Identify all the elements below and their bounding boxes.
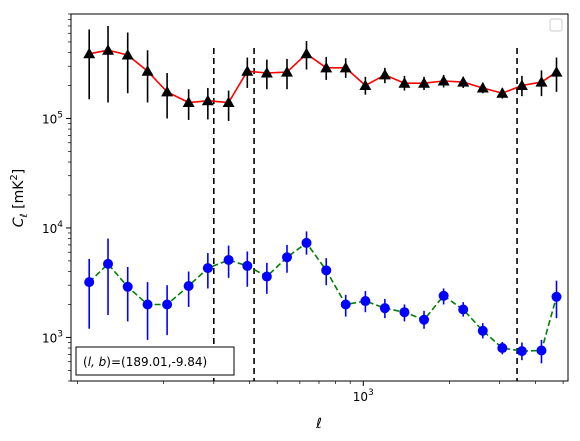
data-point-triangle [418, 77, 431, 88]
y-tick-label: 105 [42, 110, 63, 126]
data-point-triangle [260, 67, 273, 78]
axis-ticks [66, 13, 564, 386]
data-point-circle [84, 277, 95, 288]
data-point-triangle [398, 77, 411, 88]
data-point-triangle [476, 81, 489, 93]
data-point-triangle [457, 76, 470, 87]
y-tick-label: 103 [42, 329, 63, 345]
data-point-circle [379, 303, 390, 314]
data-point-circle [223, 254, 234, 265]
axis-tick-labels: 103 103 104 105 [42, 110, 374, 404]
data-point-triangle [201, 94, 214, 106]
data-point-triangle [222, 96, 235, 107]
data-series [83, 25, 563, 364]
data-point-circle [516, 346, 527, 357]
data-point-triangle [281, 66, 294, 77]
data-point-circle [242, 260, 253, 271]
series-line [89, 49, 557, 104]
data-point-triangle [515, 79, 528, 91]
data-point-circle [438, 290, 449, 301]
data-point-circle [301, 237, 312, 248]
data-point-circle [321, 265, 332, 276]
data-point-circle [536, 345, 547, 356]
annotation-text: (l, b)=(189.01,-9.84) [83, 355, 207, 369]
data-point-circle [458, 304, 469, 315]
data-point-circle [162, 299, 173, 310]
data-point-circle [340, 299, 351, 310]
data-point-circle [103, 258, 114, 269]
data-point-circle [202, 263, 213, 274]
legend-box [549, 18, 563, 32]
data-point-triangle [83, 47, 96, 59]
data-point-triangle [339, 61, 352, 73]
series-line [88, 241, 558, 352]
data-point-circle [419, 314, 430, 325]
data-point-triangle [300, 47, 313, 59]
data-point-circle [551, 291, 562, 302]
data-point-triangle [241, 65, 254, 76]
x-tick-label: 103 [353, 388, 374, 404]
data-point-circle [282, 252, 293, 263]
y-axis-label: Cℓ [mK2] [9, 169, 30, 228]
data-point-triangle [102, 44, 115, 55]
data-point-circle [497, 343, 508, 354]
data-point-triangle [121, 48, 134, 60]
data-point-circle [183, 280, 194, 291]
vertical-dashed-lines [212, 48, 518, 381]
data-point-circle [261, 271, 272, 282]
series-2 [84, 231, 562, 364]
data-point-triangle [320, 61, 333, 73]
data-point-circle [477, 325, 488, 336]
data-point-circle [142, 299, 153, 310]
data-point-circle [360, 296, 371, 307]
data-point-triangle [378, 68, 391, 80]
series-1 [83, 25, 563, 121]
data-point-triangle [161, 85, 174, 97]
data-point-circle [399, 307, 410, 318]
plot-frame [70, 13, 569, 382]
x-axis-label: ℓ [315, 416, 322, 432]
data-point-triangle [550, 66, 563, 77]
data-point-triangle [496, 87, 509, 98]
data-point-triangle [437, 74, 450, 86]
data-point-triangle [141, 65, 154, 76]
data-point-circle [122, 281, 133, 292]
annotation-box: (l, b)=(189.01,-9.84) [75, 346, 235, 376]
y-tick-label: 104 [42, 220, 63, 236]
data-point-triangle [535, 76, 548, 87]
data-point-triangle [359, 79, 372, 91]
data-point-triangle [182, 96, 195, 107]
